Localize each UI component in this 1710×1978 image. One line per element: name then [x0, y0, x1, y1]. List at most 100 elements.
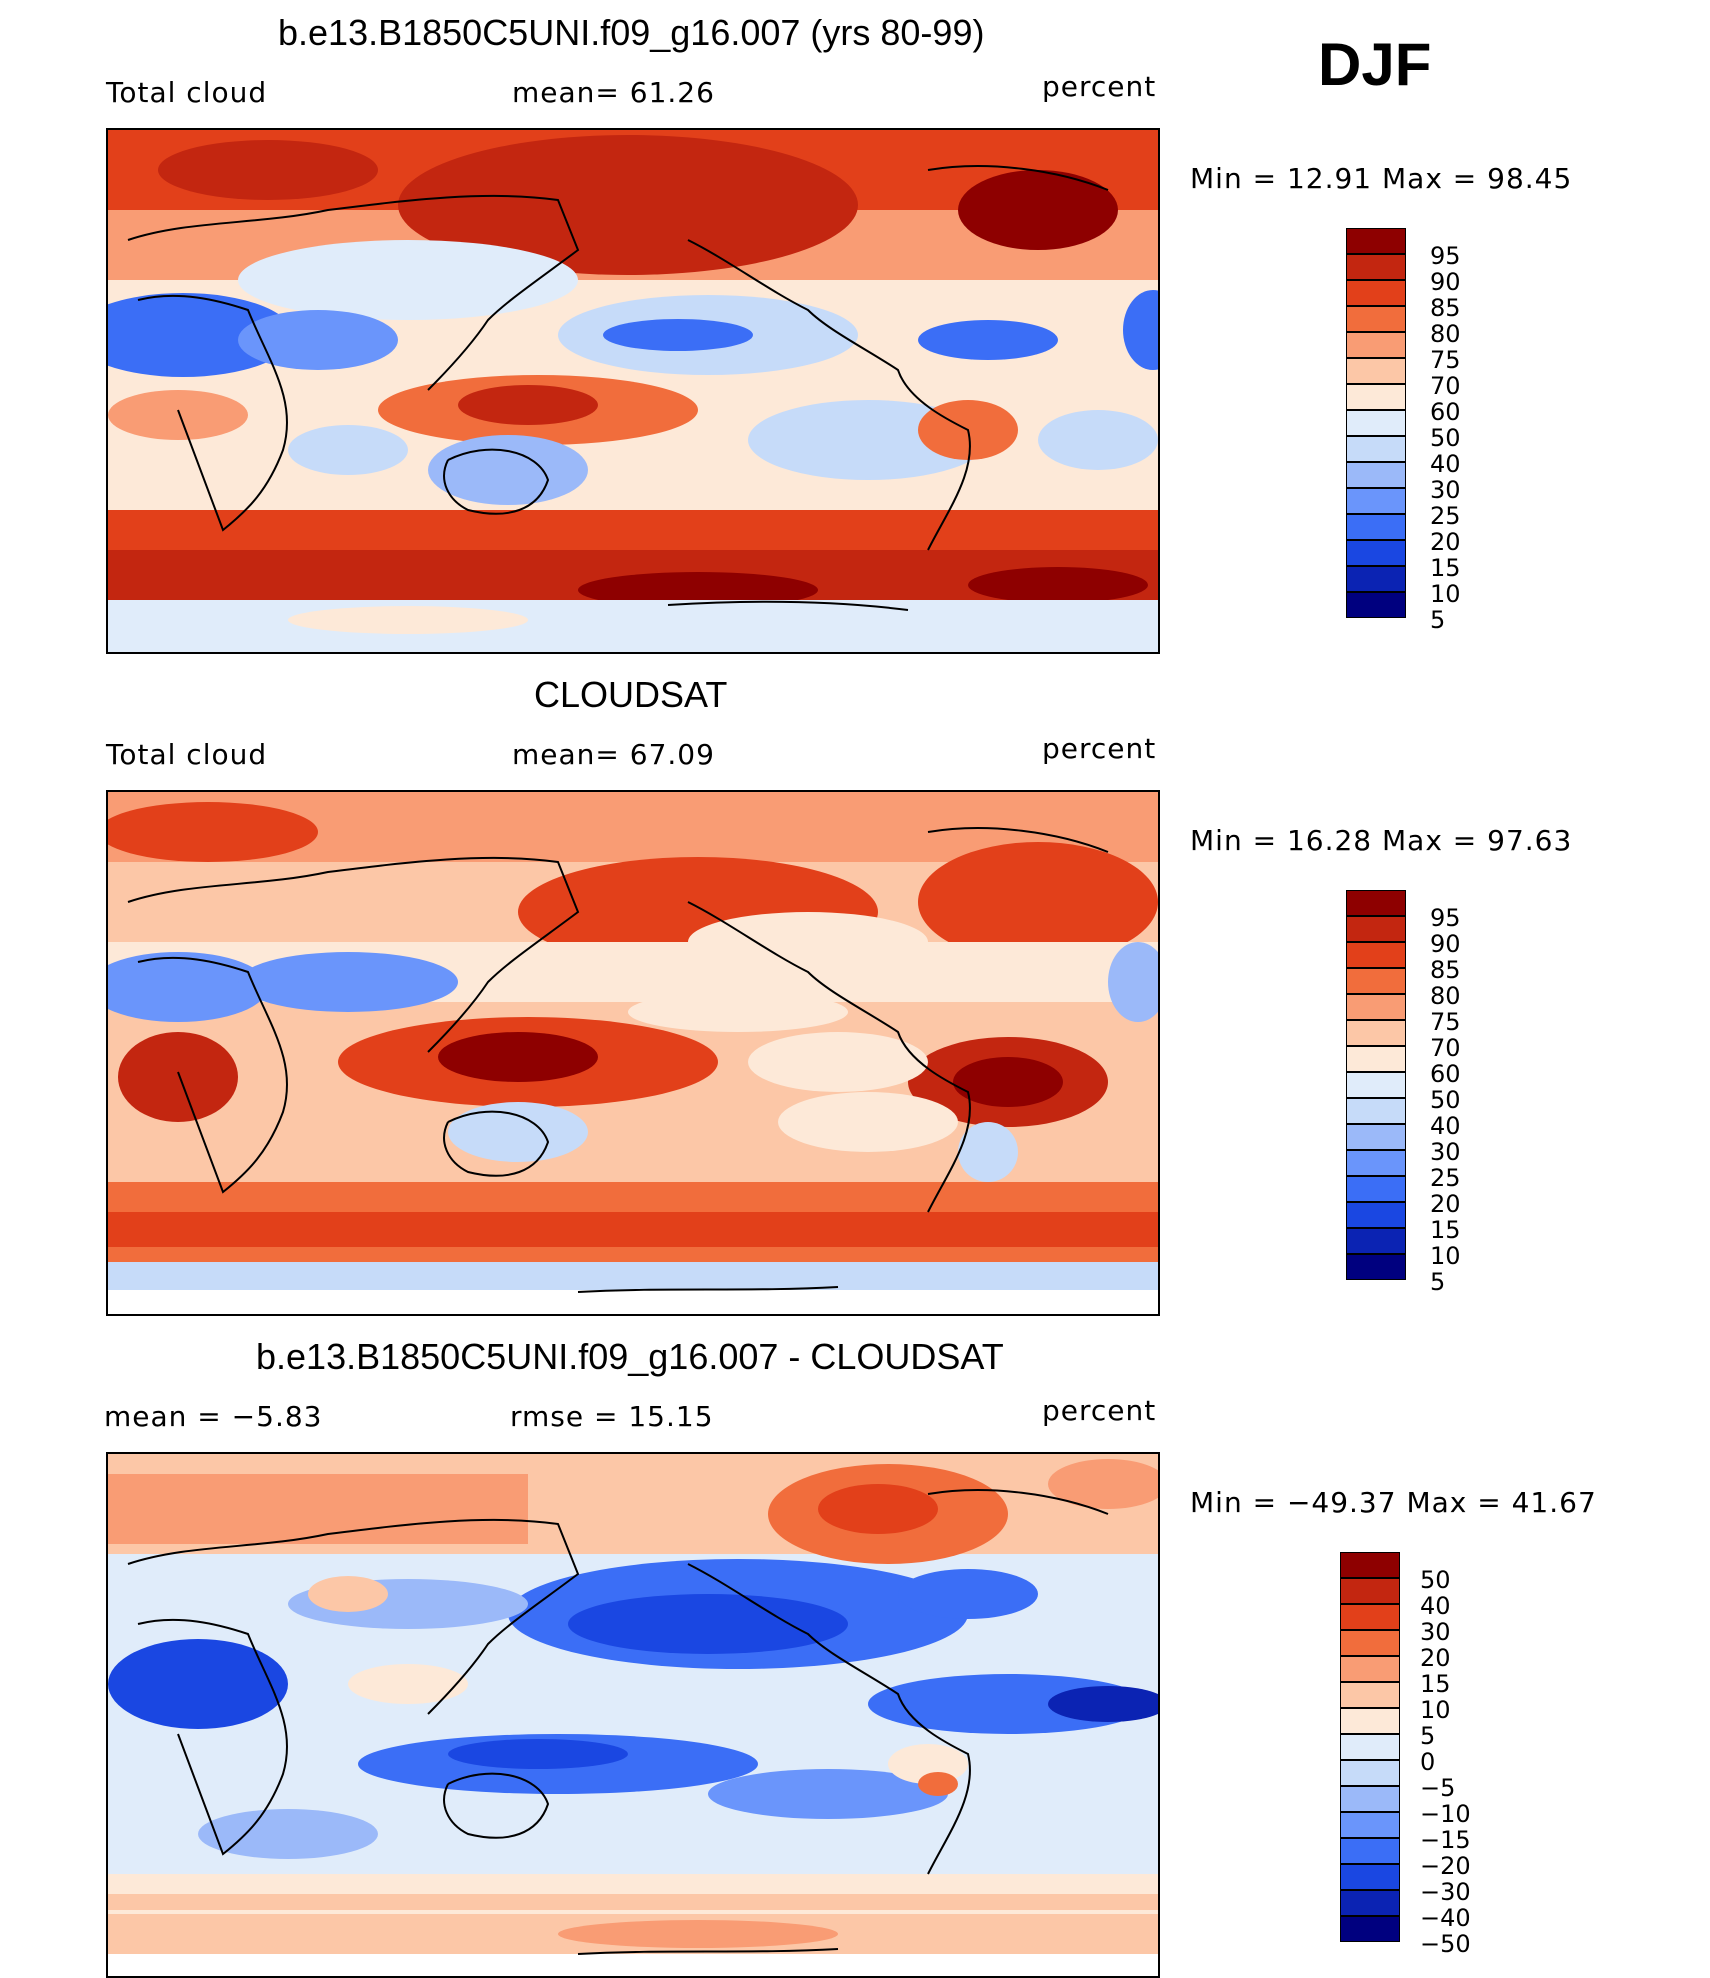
colorbar-label: 40	[1430, 1112, 1461, 1140]
colorbar-swatch	[1346, 1098, 1406, 1124]
colorbar-swatch	[1346, 1228, 1406, 1254]
colorbar-label: 75	[1430, 1008, 1461, 1036]
colorbar-label: 80	[1430, 982, 1461, 1010]
colorbar-swatch	[1346, 488, 1406, 514]
colorbar-label: 75	[1430, 346, 1461, 374]
colorbar-label: 50	[1430, 424, 1461, 452]
colorbar-swatch	[1346, 514, 1406, 540]
colorbar-swatch	[1340, 1734, 1400, 1760]
colorbar-label: 15	[1430, 554, 1461, 582]
colorbar-swatch	[1340, 1604, 1400, 1630]
colorbar-swatch	[1346, 1150, 1406, 1176]
colorbar-swatch	[1346, 942, 1406, 968]
colorbar-label: 70	[1430, 1034, 1461, 1062]
colorbar-swatch	[1346, 1124, 1406, 1150]
colorbar-swatch	[1346, 592, 1406, 618]
colorbar-label: −30	[1420, 1878, 1471, 1906]
colorbar-label: 15	[1420, 1670, 1451, 1698]
panel-1-variable-label: Total cloud	[106, 76, 268, 109]
colorbar-swatch	[1340, 1760, 1400, 1786]
panel-2-title: CLOUDSAT	[534, 674, 728, 715]
colorbar-swatch	[1346, 1254, 1406, 1280]
colorbar-swatch	[1346, 916, 1406, 942]
colorbar-label: 95	[1430, 242, 1461, 270]
colorbar-label: 85	[1430, 294, 1461, 322]
colorbar-label: 95	[1430, 904, 1461, 932]
panel-2-variable-label: Total cloud	[106, 738, 268, 771]
panel-1-map	[106, 128, 1160, 654]
colorbar-swatch	[1346, 332, 1406, 358]
colorbar-label: 10	[1430, 580, 1461, 608]
colorbar-label: 85	[1430, 956, 1461, 984]
colorbar-label: 50	[1430, 1086, 1461, 1114]
colorbar-swatch	[1346, 890, 1406, 916]
colorbar-swatch	[1346, 540, 1406, 566]
colorbar-label: 15	[1430, 1216, 1461, 1244]
colorbar-swatch	[1340, 1890, 1400, 1916]
colorbar-swatch	[1346, 1176, 1406, 1202]
colorbar-swatch	[1346, 968, 1406, 994]
colorbar-swatch	[1340, 1656, 1400, 1682]
panel-2-units-label: percent	[1042, 732, 1157, 765]
panel-1-units-label: percent	[1042, 70, 1157, 103]
panel-2-colorbar: 95 90 85 80 75 70 60 50 40 30 25 20 15 1…	[1346, 890, 1461, 1306]
panel-3-units-label: percent	[1042, 1394, 1157, 1427]
panel-1-title: b.e13.B1850C5UNI.f09_g16.007 (yrs 80-99)	[278, 12, 985, 53]
colorbar-swatch	[1340, 1864, 1400, 1890]
panel-3-map	[106, 1452, 1160, 1978]
colorbar-swatch	[1346, 384, 1406, 410]
colorbar-swatch	[1346, 994, 1406, 1020]
panel-3-mean-label: mean = −5.83	[104, 1400, 323, 1433]
colorbar-label: −15	[1420, 1826, 1471, 1854]
colorbar-swatch	[1346, 462, 1406, 488]
colorbar-swatch	[1346, 566, 1406, 592]
panel-1-colorbar: 95 90 85 80 75 70 60 50 40 30 25 20 15 1…	[1346, 228, 1461, 644]
colorbar-label: 5	[1430, 1268, 1446, 1296]
colorbar-label: 40	[1430, 450, 1461, 478]
colorbar-label: 60	[1430, 398, 1461, 426]
panel-3-colorbar: 50 40 30 20 15 10 5 0 −5 −10 −15 −20 −30…	[1340, 1552, 1471, 1968]
colorbar-label: 30	[1430, 1138, 1461, 1166]
colorbar-label: 20	[1430, 1190, 1461, 1218]
panel-2-mean-label: mean= 67.09	[512, 738, 715, 771]
colorbar-swatch	[1346, 1046, 1406, 1072]
colorbar-swatch	[1346, 228, 1406, 254]
colorbar-label: 20	[1420, 1644, 1451, 1672]
panel-3-title: b.e13.B1850C5UNI.f09_g16.007 - CLOUDSAT	[256, 1336, 1004, 1377]
panel-3-rmse-label: rmse = 15.15	[510, 1400, 714, 1433]
colorbar-swatch	[1340, 1630, 1400, 1656]
colorbar-swatch	[1340, 1838, 1400, 1864]
colorbar-label: 40	[1420, 1592, 1451, 1620]
season-label: DJF	[1318, 31, 1432, 98]
panel-3-minmax: Min = −49.37 Max = 41.67	[1190, 1486, 1597, 1519]
colorbar-label: −5	[1420, 1774, 1456, 1802]
colorbar-label: 70	[1430, 372, 1461, 400]
panel-1-minmax: Min = 12.91 Max = 98.45	[1190, 162, 1573, 195]
colorbar-swatch	[1346, 436, 1406, 462]
colorbar-swatch	[1340, 1552, 1400, 1578]
colorbar-swatch	[1346, 1072, 1406, 1098]
colorbar-label: 30	[1420, 1618, 1451, 1646]
colorbar-swatch	[1346, 254, 1406, 280]
colorbar-label: 30	[1430, 476, 1461, 504]
colorbar-swatch	[1346, 410, 1406, 436]
colorbar-label: 10	[1430, 1242, 1461, 1270]
colorbar-swatch	[1346, 1202, 1406, 1228]
colorbar-label: 25	[1430, 502, 1461, 530]
colorbar-swatch	[1340, 1786, 1400, 1812]
colorbar-label: 60	[1430, 1060, 1461, 1088]
colorbar-label: 10	[1420, 1696, 1451, 1724]
colorbar-label: 90	[1430, 930, 1461, 958]
colorbar-label: −20	[1420, 1852, 1471, 1880]
colorbar-swatch	[1340, 1812, 1400, 1838]
colorbar-label: 20	[1430, 528, 1461, 556]
colorbar-label: −50	[1420, 1930, 1471, 1958]
colorbar-swatch	[1340, 1682, 1400, 1708]
colorbar-label: −40	[1420, 1904, 1471, 1932]
colorbar-swatch	[1340, 1578, 1400, 1604]
colorbar-label: 5	[1430, 606, 1446, 634]
colorbar-label: 80	[1430, 320, 1461, 348]
colorbar-label: −10	[1420, 1800, 1471, 1828]
colorbar-swatch	[1346, 280, 1406, 306]
colorbar-swatch	[1346, 358, 1406, 384]
